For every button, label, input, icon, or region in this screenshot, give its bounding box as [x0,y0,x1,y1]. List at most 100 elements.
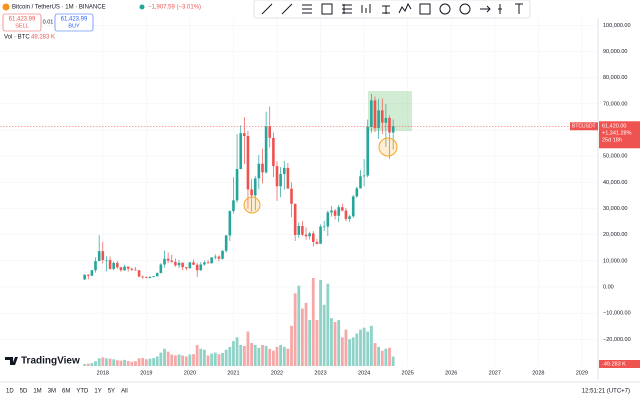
candle-body [210,257,213,264]
tool-channel[interactable] [342,4,352,14]
volume-bar [195,344,199,366]
tool-range[interactable] [382,5,390,14]
tool-emoji[interactable] [459,3,471,15]
y-tick-label: 10,000.00 [603,258,627,264]
candle-body [391,126,395,133]
candle-body [304,234,308,237]
candle-body [217,256,221,259]
volume-bar [257,347,261,366]
sell-button[interactable] [2,13,42,32]
volume-bar [275,346,279,366]
range-button[interactable]: All [121,389,128,395]
candle-body [268,126,272,138]
tool-circle[interactable] [439,3,451,15]
volume-bar [177,354,181,366]
volume-bar [228,346,232,366]
y-tick-label: 0.00 [603,284,614,290]
tool-arrow[interactable] [480,5,491,13]
candle-body [166,258,170,261]
volume-bar [239,344,243,366]
volume-bar [97,358,101,366]
candle-body [348,216,351,219]
candle-body [115,262,119,268]
candle-body [101,251,105,261]
candle-body [130,268,134,270]
change: −1,907.59 (−3.01%) [148,5,201,11]
volume-bar [112,359,116,366]
volume-bar [344,329,348,366]
candle-body [286,167,290,189]
volume-bar [326,283,330,366]
candle-body [359,176,362,189]
volume-bar [199,348,203,366]
axes: −20,000.00 −10,000.00 0.00 10,000.00 20,000.… [97,23,640,376]
candle-body [141,276,145,278]
candle-body [275,166,279,187]
candle-body [97,251,101,262]
candle-body [330,210,333,213]
tool-rect[interactable] [321,3,333,15]
candle-body [344,210,348,219]
volume-bar [373,343,377,366]
volume-bar [181,355,185,366]
grid [0,18,598,366]
volume-bar [242,345,246,366]
volume-bar [105,358,108,366]
tool-text[interactable] [515,3,523,14]
candle-body [188,262,192,269]
volume-bar [282,346,286,366]
candle-body [203,262,206,265]
candle-body [159,264,163,274]
candle-body [370,100,373,127]
tool-ray[interactable] [281,3,293,15]
buy-button[interactable] [54,13,94,32]
y-tick-label: −20,000.00 [603,337,631,343]
range-button[interactable]: 5Y [108,389,115,395]
range-button[interactable]: 1D [6,389,14,395]
badge-countdown: 25d 18h [602,138,622,144]
symbol-title[interactable]: Bitcoin / TetherUS · 1M · BINANCE [12,5,106,11]
candle-body [86,274,90,276]
candle-body [380,110,384,123]
tool-trendline[interactable] [261,3,273,15]
y-tick-label: 70,000.00 [603,101,627,107]
range-button[interactable]: YTD [76,389,89,395]
candle-body [228,211,232,236]
volume-bar [232,341,235,366]
volume-bar [337,320,341,366]
range-button[interactable]: 6M [62,389,70,395]
x-tick-label: 2018 [97,370,109,376]
x-tick-label: 2024 [358,370,370,376]
range-button[interactable]: 5D [20,389,28,395]
volume-bar [362,327,366,366]
symbol-icon [2,3,10,11]
range-button[interactable]: 1Y [94,389,101,395]
circle-drawing[interactable] [378,137,398,157]
plot [0,93,598,366]
tool-bars[interactable] [361,4,371,13]
volume-bar [268,348,272,366]
candle-body [250,189,253,196]
tool-fib[interactable] [302,4,312,14]
tool-path[interactable] [398,2,412,14]
range-button[interactable]: 1M [33,389,41,395]
volume-bar [388,347,391,366]
candle-body [319,226,322,244]
candle-body [126,266,130,269]
candle-body [83,274,86,280]
tool-note[interactable] [419,3,431,15]
volume-bar [144,359,148,366]
volume-bar [152,357,156,366]
candle-body [224,235,228,251]
candle-body [119,267,123,271]
volume-bar [340,337,344,366]
circle-drawing[interactable] [243,196,261,214]
candle-body [105,260,108,261]
candle-body [90,270,94,276]
clock: 12:51:21 (UTC+7) [582,389,630,395]
volume-bar [253,344,257,366]
tool-position[interactable] [498,4,502,14]
candle-body [384,117,388,123]
range-button[interactable]: 3M [48,389,56,395]
